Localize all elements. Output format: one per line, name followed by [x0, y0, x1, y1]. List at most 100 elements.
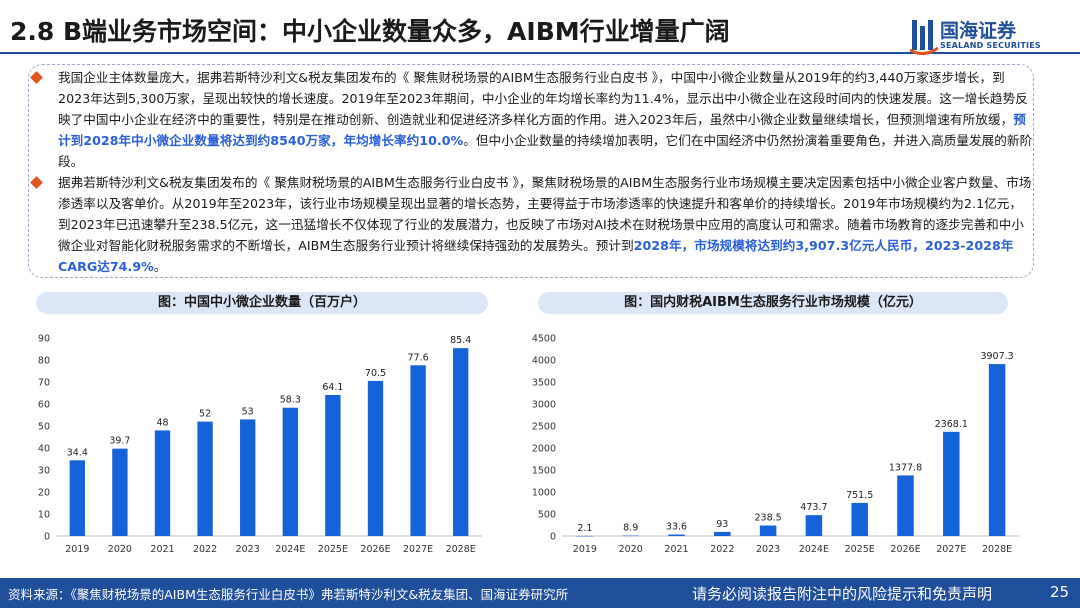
chart1-bar-2021: [154, 430, 171, 536]
para2-tail: 。: [153, 259, 167, 274]
brand-logo: 国海证券 SEALAND SECURITIES: [910, 16, 1060, 58]
chart2-x-tick-label: 2021: [664, 544, 688, 555]
chart1-y-tick-label: 50: [38, 422, 50, 433]
chart1-title: 图：中国中小微企业数量（百万户）: [36, 292, 488, 314]
chart1-y-tick-label: 80: [38, 356, 50, 367]
chart2-bar-2023: [759, 525, 777, 536]
chart1-bar-2022: [197, 421, 213, 536]
chart2-y-tick-label: 3000: [532, 400, 556, 411]
chart2-value-label: 1377.8: [889, 462, 922, 473]
chart2-bar-2026E: [897, 475, 914, 536]
chart1-x-tick-label: 2022: [193, 544, 217, 555]
chart1-value-label: 34.4: [67, 447, 88, 458]
chart1-y-tick-label: 90: [38, 334, 50, 345]
chart1-bar-2026E: [367, 380, 384, 536]
chart1-x-tick-label: 2028E: [446, 544, 476, 555]
chart2-y-tick-label: 500: [538, 510, 556, 521]
chart2-y-tick-label: 4000: [532, 356, 556, 367]
sme-count-bar-chart: 0 10 20 30 40 50 60 70 80 90 34.4 2019 39.7 2020 48 202…: [38, 334, 482, 555]
chart2-value-label: 93: [716, 519, 728, 530]
chart2-value-label: 8.9: [623, 523, 638, 534]
chart2-y-tick-label: 0: [550, 532, 556, 543]
page-number: 25: [1050, 583, 1070, 601]
chart2-bar-2027E: [943, 431, 960, 536]
logo-subtitle: SEALAND SECURITIES: [940, 41, 1041, 50]
chart1-y-tick-label: 60: [38, 400, 50, 411]
chart1-bar-2027E: [410, 365, 426, 536]
chart1-x-tick-label: 2026E: [360, 544, 390, 555]
aibm-market-bar-chart: 0 500 1000 1500 2000 2500 3000 3500 4000 4500 2.1 2…: [532, 334, 1020, 555]
chart2-value-label: 2368.1: [935, 419, 968, 430]
chart2-y-tick-label: 1000: [532, 488, 556, 499]
paragraph-sme-count: 我国企业主体数量庞大，据弗若斯特沙利文&税友集团发布的《 聚焦财税场景的AIBM…: [58, 67, 1034, 172]
chart2-x-tick-label: 2025E: [845, 544, 875, 555]
chart1-value-label: 64.1: [322, 382, 343, 393]
chart1-bar-2023: [240, 419, 256, 536]
chart2-x-tick-label: 2027E: [936, 544, 966, 555]
chart2-value-label: 2.1: [577, 523, 592, 534]
chart2-x-tick-label: 2020: [619, 544, 643, 555]
chart1-value-label: 52: [199, 409, 211, 420]
chart2-bar-2028E: [988, 364, 1006, 536]
chart1-bar-2028E: [453, 348, 469, 536]
chart1-bar-2019: [69, 460, 85, 536]
title-divider: [0, 52, 1080, 54]
chart2-value-label: 33.6: [666, 522, 687, 533]
chart1-value-label: 48: [156, 417, 168, 428]
chart1-x-tick-label: 2019: [65, 544, 89, 555]
paragraph-aibm-market: 据弗若斯特沙利文&税友集团发布的《 聚焦财税场景的AIBM生态服务行业白皮书 》…: [58, 172, 1034, 277]
chart2-bar-2021: [668, 534, 685, 536]
chart1-x-tick-label: 2024E: [275, 544, 305, 555]
sealand-logo-icon: [910, 20, 938, 55]
chart2-bar-2022: [714, 531, 731, 536]
chart2-y-tick-label: 1500: [532, 466, 556, 477]
chart1-value-label: 85.4: [450, 335, 471, 346]
chart1-value-label: 77.6: [408, 352, 429, 363]
chart2-x-tick-label: 2023: [756, 544, 780, 555]
chart1-x-tick-label: 2023: [236, 544, 260, 555]
chart1-value-label: 39.7: [109, 436, 130, 447]
para1-tail: 。但中小企业数量的持续增加表明，它们在中国经济中仍然扮演着重要角色，并进入高质量…: [58, 133, 1033, 169]
chart2-x-tick-label: 2024E: [799, 544, 829, 555]
logo-name: 国海证券: [940, 20, 1017, 42]
chart1-x-tick-label: 2021: [150, 544, 174, 555]
chart1-y-tick-label: 20: [38, 488, 50, 499]
chart2-value-label: 473.7: [800, 502, 827, 513]
chart1-x-tick-label: 2025E: [318, 544, 348, 555]
page-title: 2.8 B端业务市场空间：中小企业数量众多，AIBM行业增量广阔: [10, 17, 730, 46]
chart2-y-tick-label: 4500: [532, 334, 556, 345]
chart1-value-label: 53: [242, 406, 254, 417]
chart1-bar-2025E: [325, 394, 341, 536]
chart1-bar-2024E: [282, 407, 298, 536]
footer-disclaimer: 请务必阅读报告附注中的风险提示和免责声明: [692, 585, 993, 603]
chart2-x-tick-label: 2022: [710, 544, 734, 555]
para1-highlight: 预计到2028年中小微企业数量将达到约8540万家，年均增长率约10.0%: [58, 112, 1026, 148]
chart2-x-tick-label: 2019: [573, 544, 597, 555]
chart2-value-label: 238.5: [754, 513, 781, 524]
chart1-value-label: 58.3: [280, 395, 301, 406]
chart2-value-label: 751.5: [846, 490, 873, 501]
chart1-y-tick-label: 0: [44, 532, 50, 543]
chart1-y-tick-label: 10: [38, 510, 50, 521]
chart1-y-tick-label: 70: [38, 378, 50, 389]
chart2-x-tick-label: 2028E: [982, 544, 1012, 555]
chart2-bar-2019: [576, 535, 594, 537]
chart2-y-tick-label: 2000: [532, 444, 556, 455]
para1-text: 我国企业主体数量庞大，据弗若斯特沙利文&税友集团发布的《 聚焦财税场景的AIBM…: [58, 70, 1028, 127]
chart2-y-tick-label: 2500: [532, 422, 556, 433]
chart2-value-label: 3907.3: [980, 351, 1013, 362]
summary-box: [28, 64, 1034, 278]
chart2-bar-2020: [622, 535, 639, 537]
chart1-bar-2020: [112, 448, 128, 536]
chart2-bar-2025E: [851, 502, 868, 536]
chart1-x-tick-label: 2020: [108, 544, 132, 555]
chart1-y-tick-label: 30: [38, 466, 50, 477]
chart1-x-tick-label: 2027E: [403, 544, 433, 555]
chart2-x-tick-label: 2026E: [890, 544, 920, 555]
para2-highlight: 2028年，市场规模将达到约3,907.3亿元人民币，2023-2028年CAR…: [58, 238, 1014, 274]
chart2-y-tick-label: 3500: [532, 378, 556, 389]
para2-text: 据弗若斯特沙利文&税友集团发布的《 聚焦财税场景的AIBM生态服务行业白皮书 》…: [58, 175, 1032, 253]
chart1-value-label: 70.5: [365, 368, 386, 379]
chart1-y-tick-label: 40: [38, 444, 50, 455]
chart2-bar-2024E: [805, 515, 823, 536]
